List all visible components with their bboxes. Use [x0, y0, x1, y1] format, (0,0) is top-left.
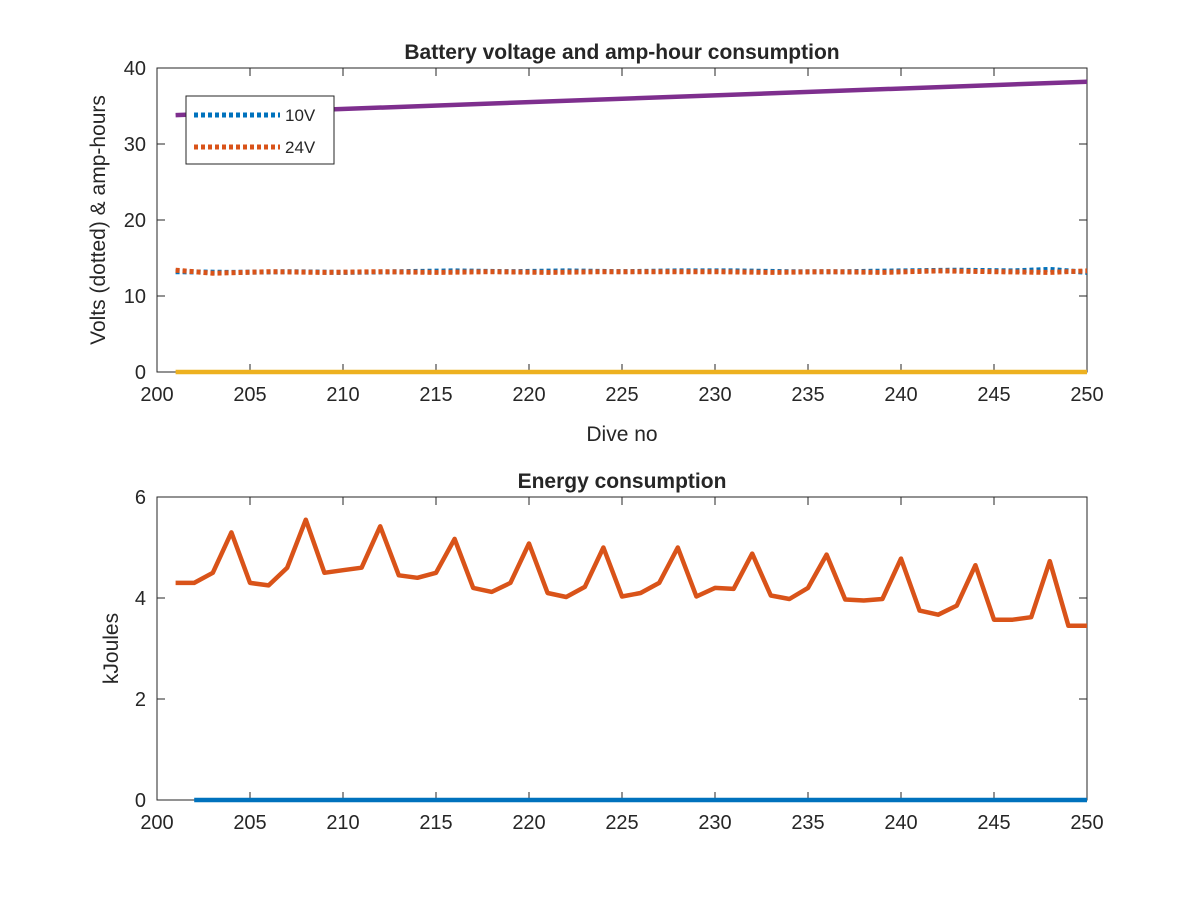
y-tick-label: 0 — [135, 362, 146, 384]
y-tick-label: 6 — [135, 487, 146, 509]
x-tick-label: 245 — [977, 384, 1010, 406]
legend-box — [185, 95, 335, 165]
series-line-1-1 — [175, 517, 1087, 629]
energy-consumption-chart: 200 205 210 215 220 225 230 235 240 245 250 0 2 4 6 Ene… — [100, 470, 1104, 834]
y-tick-label: 30 — [124, 134, 146, 156]
legend-label: 10V — [285, 106, 316, 125]
chart-title: Energy consumption — [518, 470, 727, 493]
x-tick-label: 250 — [1070, 812, 1103, 834]
x-tick-label: 240 — [884, 812, 917, 834]
x-tick-label: 205 — [233, 812, 266, 834]
series-line-0-1 — [175, 267, 1088, 276]
y-tick-label: 10 — [124, 286, 146, 308]
x-axis-label: Dive no — [586, 423, 657, 446]
legend: 10V 24V — [185, 95, 335, 165]
chart-title: Battery voltage and amp-hour consumption — [404, 41, 839, 64]
y-tick-label: 4 — [135, 588, 146, 610]
legend-label: 24V — [285, 138, 316, 157]
battery-voltage-chart: 200 205 210 215 220 225 230 235 240 245 250 0 10 20 30… — [87, 41, 1104, 446]
x-tick-label: 200 — [140, 384, 173, 406]
x-tick-label: 210 — [326, 812, 359, 834]
x-tick-label: 240 — [884, 384, 917, 406]
x-tick-label: 205 — [233, 384, 266, 406]
x-tick-label: 250 — [1070, 384, 1103, 406]
x-tick-label: 200 — [140, 812, 173, 834]
y-tick-label: 40 — [124, 58, 146, 80]
x-tick-label: 210 — [326, 384, 359, 406]
x-tick-label: 235 — [791, 812, 824, 834]
y-axis-label: Volts (dotted) & amp-hours — [87, 95, 110, 345]
x-tick-label: 230 — [698, 812, 731, 834]
plot-area — [156, 496, 1088, 801]
x-tick-label: 225 — [605, 812, 638, 834]
x-tick-label: 245 — [977, 812, 1010, 834]
x-tick-label: 225 — [605, 384, 638, 406]
x-tick-label: 220 — [512, 812, 545, 834]
x-tick-label: 215 — [419, 384, 452, 406]
y-tick-label: 2 — [135, 689, 146, 711]
y-tick-label: 20 — [124, 210, 146, 232]
x-tick-label: 235 — [791, 384, 824, 406]
y-axis-label: kJoules — [100, 613, 123, 684]
y-tick-label: 0 — [135, 790, 146, 812]
x-tick-label: 215 — [419, 812, 452, 834]
x-tick-label: 220 — [512, 384, 545, 406]
x-tick-label: 230 — [698, 384, 731, 406]
